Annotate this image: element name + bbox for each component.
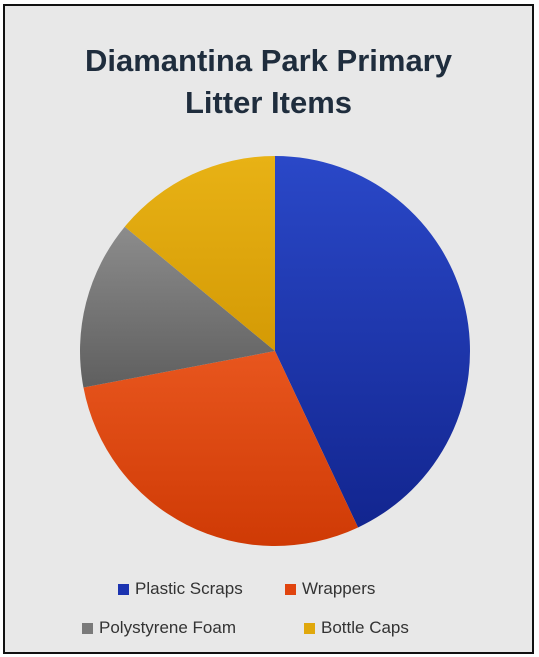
chart-frame: Diamantina Park Primary Litter Items <box>3 4 534 654</box>
chart-title-line-1: Diamantina Park Primary <box>84 43 452 78</box>
pie-slice-bottle-caps <box>124 156 276 351</box>
pie-slice-wrappers <box>83 351 359 546</box>
pie-slice-polystyrene-foam <box>79 226 275 388</box>
chart-title: Diamantina Park Primary Litter Items <box>25 40 512 124</box>
chart-title-line-2: Litter Items <box>184 85 353 120</box>
pie-slice-plastic-scraps <box>275 156 470 528</box>
pie-chart <box>79 156 470 546</box>
